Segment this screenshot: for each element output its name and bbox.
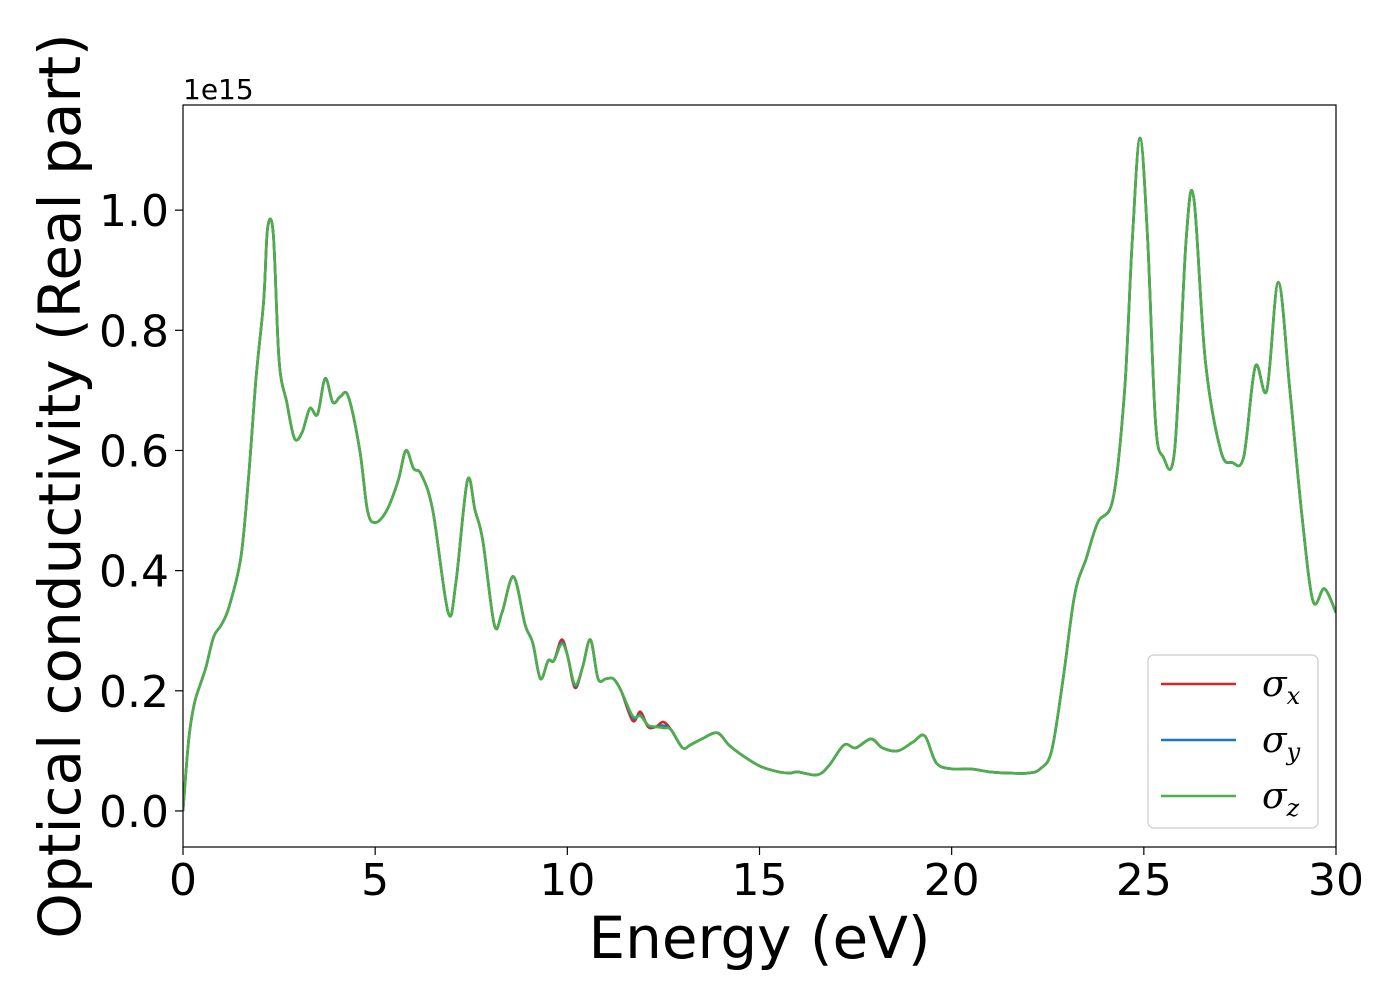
x-axis-title: Energy (eV): [588, 904, 930, 972]
x-tick-label: 30: [1308, 855, 1364, 906]
x-tick-label: 25: [1116, 855, 1172, 906]
y-axis: 0.0 0.2 0.4 0.6 0.8 1.0: [99, 186, 183, 838]
y-tick-label: 0.2: [99, 667, 169, 718]
y-tick-label: 0.4: [99, 547, 169, 598]
x-tick-label: 15: [732, 855, 788, 906]
series-line-z: [183, 136, 1336, 812]
y-offset-label: 1e15: [183, 73, 254, 106]
legend-label-z: σz: [1262, 776, 1300, 822]
plot-area: [183, 136, 1336, 812]
y-tick-label: 1.0: [99, 186, 169, 237]
y-tick-label: 0.6: [99, 426, 169, 477]
x-tick-label: 0: [169, 855, 197, 906]
x-tick-label: 20: [924, 855, 980, 906]
x-tick-label: 10: [539, 855, 595, 906]
legend-label-x: σx: [1262, 664, 1301, 710]
legend-label-y: σy: [1262, 720, 1301, 766]
y-tick-label: 0.0: [99, 787, 169, 838]
y-tick-label: 0.8: [99, 306, 169, 357]
y-axis-title: Optical conductivity (Real part): [26, 33, 94, 938]
x-tick-label: 5: [361, 855, 389, 906]
legend-box: [1147, 654, 1319, 829]
legend: σx σy σz: [1147, 654, 1319, 829]
plot-frame: [182, 104, 1337, 848]
x-axis: 0 5 10 15 20 25 30: [169, 847, 1364, 906]
